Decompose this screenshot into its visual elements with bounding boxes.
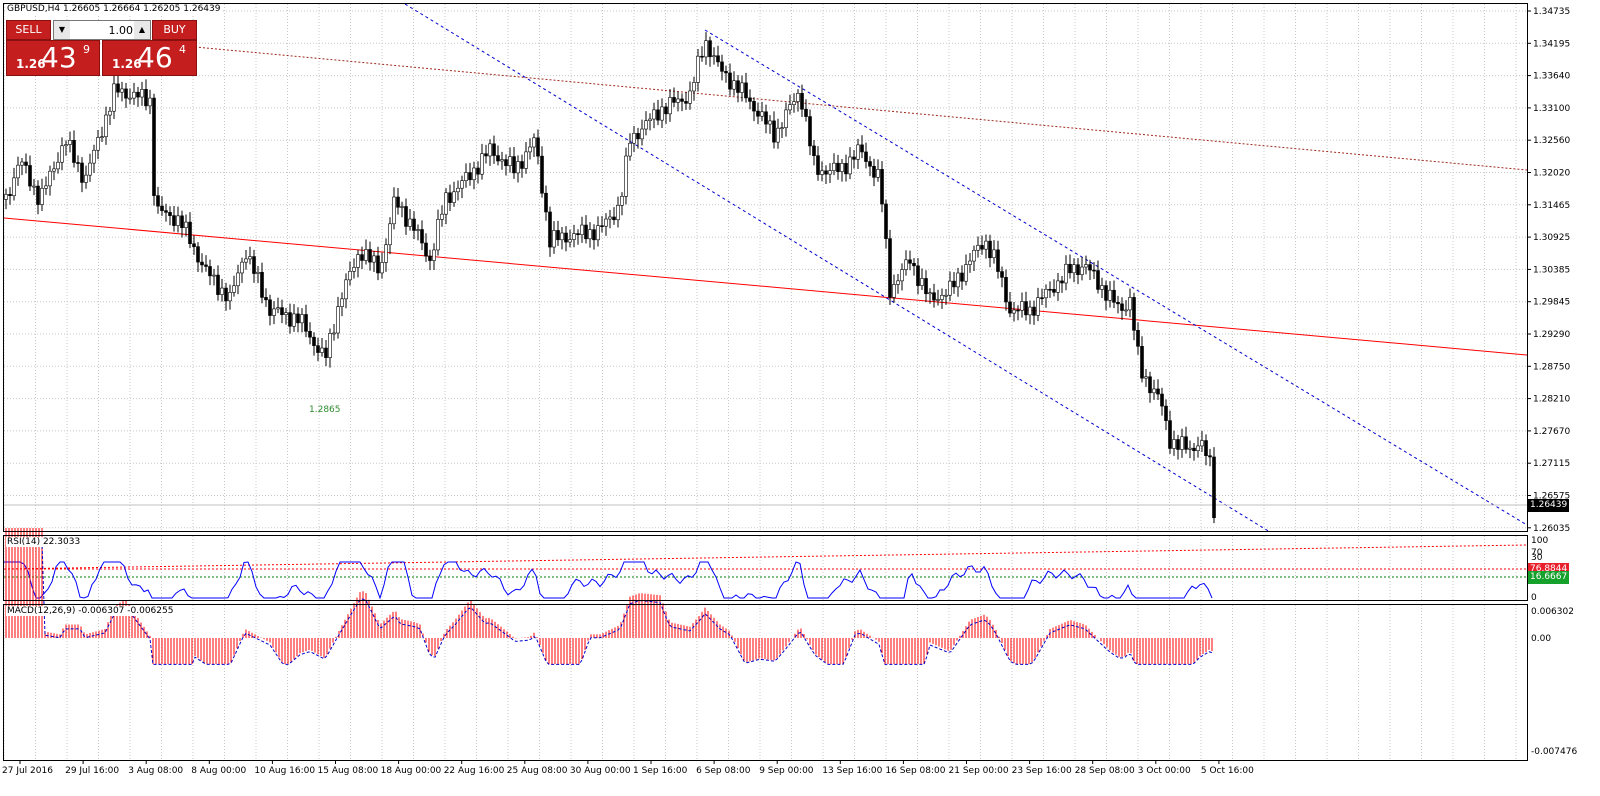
price-tick-label: 1.26575 [1533,492,1570,502]
time-tick-label: 10 Aug 16:00 [254,766,315,776]
lot-increase-icon[interactable]: ▲ [134,21,150,39]
sell-price-prefix: 1.26 [16,57,46,71]
pane-frames [3,3,1528,761]
rsi-tick-label: 100 [1531,536,1548,546]
lot-decrease-icon[interactable]: ▼ [54,21,70,39]
price-tick-label: 1.33640 [1533,72,1570,82]
rsi-trendline[interactable] [3,544,1528,570]
price-axis: 1.34735 1.34195 1.33640 1.33100 1.32560 1.320… [1527,7,1570,534]
price-tick-label: 1.30385 [1533,265,1570,275]
macd-title: MACD(12,26,9) -0.006307 -0.006255 [6,606,175,616]
buy-price-box[interactable]: 1.26 46 4 [102,40,197,76]
current-price-tag: 1.26439 [1528,499,1570,512]
rsi-tick-label: 30 [1531,553,1543,563]
macd-pane[interactable] [5,528,1213,665]
price-tick-label: 1.34735 [1533,7,1570,17]
price-tick-label: 1.30925 [1533,233,1570,243]
time-tick-label: 3 Oct 00:00 [1138,766,1191,776]
price-tick-label: 1.29290 [1533,330,1570,340]
time-tick-label: 8 Aug 00:00 [191,766,246,776]
macd-tick-label: 0.006302 [1531,607,1574,617]
rsi-tick-label: 0 [1531,593,1537,603]
price-tick-label: 1.29845 [1533,298,1570,308]
time-tick-label: 16 Sep 08:00 [885,766,945,776]
rsi-line [4,561,1213,600]
sell-price-big: 43 [41,41,77,74]
macd-tick-label: -0.007476 [1531,747,1577,757]
rsi-pane[interactable] [3,544,1528,600]
sell-price-super: 9 [83,43,90,56]
channel-upper-line[interactable] [704,29,1528,526]
buy-button[interactable]: BUY [152,20,197,40]
macd-axis: 0.006302 0.00 -0.007476 [1531,607,1577,757]
price-tick-label: 1.27670 [1533,427,1570,437]
one-click-trading-panel: SELL ▼ ▲ BUY 1.26 43 9 1.26 46 4 [6,18,197,76]
time-tick-label: 25 Aug 08:00 [507,766,568,776]
rsi-low-tag: 16.6667 [1528,571,1570,584]
time-tick-label: 28 Sep 08:00 [1075,766,1135,776]
time-tick-label: 9 Sep 00:00 [759,766,814,776]
time-axis: 27 Jul 2016 29 Jul 16:00 3 Aug 08:00 8 Aug … [2,760,1254,776]
time-tick-label: 1 Sep 16:00 [633,766,688,776]
time-tick-label: 18 Aug 00:00 [381,766,442,776]
symbol-label: GBPUSD,H4 1.26605 1.26664 1.26205 1.2643… [6,4,222,14]
main-trendline-red[interactable] [3,217,1528,356]
lot-size-control: ▼ ▲ [53,20,151,40]
price-tick-label: 1.26035 [1533,524,1570,534]
buy-price-super: 4 [179,43,186,56]
price-tick-label: 1.32560 [1533,136,1570,146]
sell-price-box[interactable]: 1.26 43 9 [6,40,100,76]
buy-price-big: 46 [137,41,173,74]
time-tick-label: 22 Aug 16:00 [444,766,505,776]
price-tick-label: 1.28750 [1533,362,1570,372]
upper-trendline-brown[interactable] [194,46,1528,171]
price-tick-label: 1.31465 [1533,201,1570,211]
price-tick-label: 1.27115 [1533,459,1570,469]
time-tick-label: 30 Aug 00:00 [570,766,631,776]
rsi-tick-label: 70 [1531,548,1543,558]
price-pane[interactable]: 1.2865 [3,3,1528,533]
time-tick-label: 15 Aug 08:00 [318,766,379,776]
rsi-title: RSI(14) 22.3033 [6,537,82,547]
macd-tick-label: 0.00 [1531,634,1551,644]
time-tick-label: 13 Sep 16:00 [822,766,882,776]
time-tick-label: 5 Oct 16:00 [1201,766,1254,776]
time-tick-label: 29 Jul 16:00 [65,766,119,776]
lot-size-input[interactable] [71,21,135,39]
time-tick-label: 27 Jul 2016 [2,766,53,776]
grid [3,4,1527,760]
price-tick-label: 1.28210 [1533,395,1570,405]
macd-signal-line [6,541,1213,665]
sell-button[interactable]: SELL [6,20,51,40]
low-marker-label: 1.2865 [309,405,341,415]
channel-lower-line[interactable] [404,3,1271,533]
buy-price-prefix: 1.26 [112,57,142,71]
macd-histogram [5,528,1213,664]
time-tick-label: 23 Sep 16:00 [1012,766,1072,776]
price-tick-label: 1.33100 [1533,104,1570,114]
price-tick-label: 1.34195 [1533,39,1570,49]
candlesticks [4,32,1216,524]
price-tick-label: 1.32020 [1533,169,1570,179]
time-tick-label: 6 Sep 08:00 [696,766,751,776]
time-tick-label: 3 Aug 08:00 [128,766,183,776]
time-tick-label: 21 Sep 00:00 [949,766,1009,776]
